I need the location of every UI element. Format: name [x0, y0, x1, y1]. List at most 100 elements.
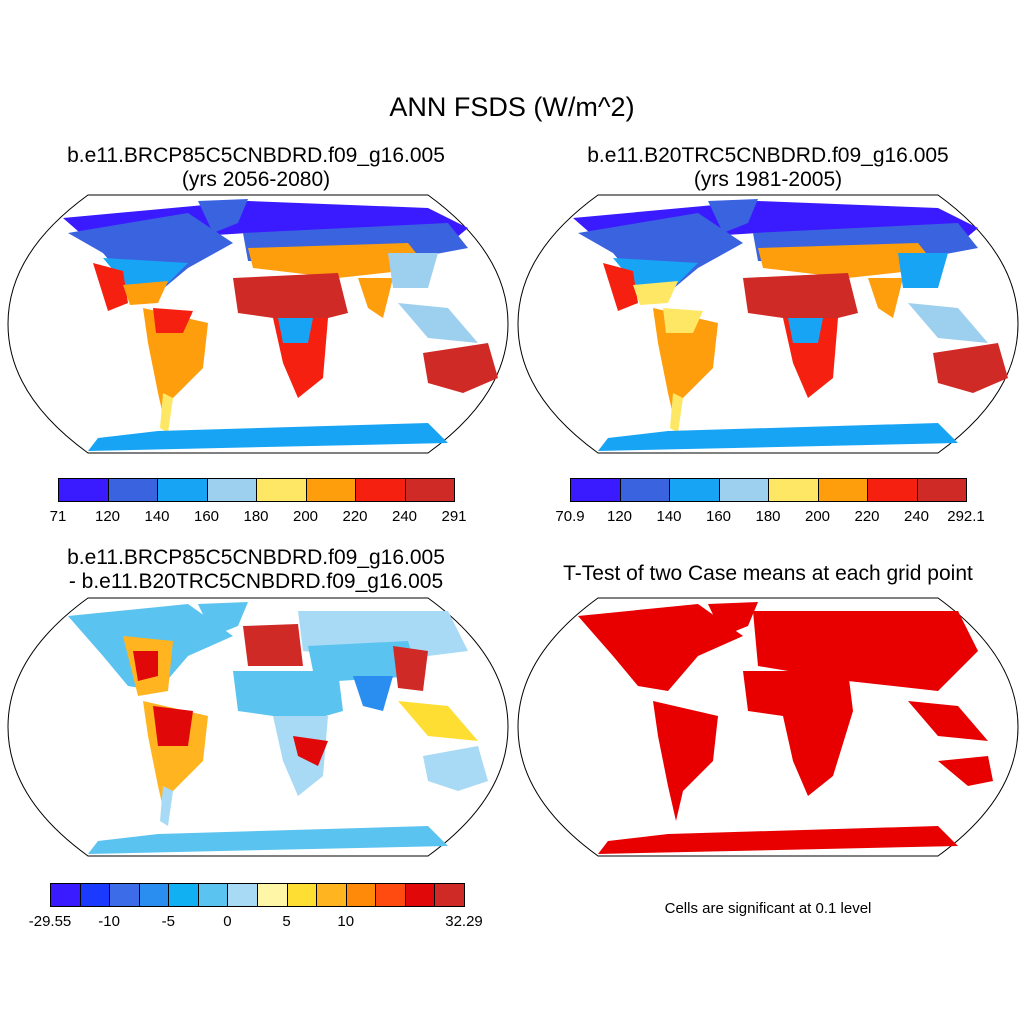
ttest-title: T-Test of two Case means at each grid po…	[563, 562, 973, 585]
colorbar-box	[916, 478, 967, 502]
colorbar-label: 0	[223, 913, 232, 930]
south-america	[143, 308, 208, 428]
colorbar-label: 160	[193, 508, 220, 525]
africa-center	[788, 318, 823, 343]
colorbar-label: 180	[243, 508, 269, 525]
diff-line2: - b.e11.B20TRC5CNBDRD.f09_g16.005	[68, 570, 444, 593]
diff-colorbar: -29.55 -10 -5 0 5 10 32.29	[29, 883, 483, 933]
se-asia	[398, 303, 478, 343]
se-asia-significant	[908, 701, 988, 741]
india	[353, 676, 393, 711]
colorbar-box	[138, 883, 170, 907]
greenland-significant	[708, 602, 758, 636]
colorbar-label: 292.1	[947, 508, 985, 525]
colorbar-label: 140	[656, 508, 682, 525]
australia-significant	[938, 756, 993, 786]
colorbar-box	[375, 883, 406, 907]
colorbar-box	[157, 478, 208, 502]
eurasia-mid	[758, 243, 938, 278]
colorbar-label: 200	[292, 508, 319, 525]
north-america-significant	[578, 604, 743, 691]
china	[393, 646, 428, 691]
south-america-tip	[160, 393, 173, 433]
south-america	[653, 308, 718, 428]
case1-colorbar: 71 120 140 160 180 200 220 240 291	[50, 478, 467, 528]
case1-name: b.e11.BRCP85C5CNBDRD.f09_g16.005	[67, 144, 445, 167]
north-america	[578, 213, 743, 293]
colorbar-box	[718, 478, 769, 502]
colorbar-label: 220	[342, 508, 368, 525]
antarctica	[598, 423, 958, 451]
north-america	[68, 213, 233, 293]
colorbar-label: 120	[606, 508, 633, 525]
case1-title: b.e11.BRCP85C5CNBDRD.f09_g16.005 (yrs 20…	[16, 144, 496, 192]
colorbar-label: 140	[144, 508, 170, 525]
colorbar-box	[197, 883, 229, 907]
antarctica-significant	[598, 826, 958, 854]
us-band	[633, 281, 678, 305]
se-asia	[908, 303, 988, 343]
diff-title: b.e11.BRCP85C5CNBDRD.f09_g16.005 - b.e11…	[16, 546, 496, 594]
colorbar-label: 120	[94, 508, 121, 525]
colorbar-label: 220	[854, 508, 880, 525]
south-america-tip	[670, 393, 683, 433]
colorbar-label: 200	[804, 508, 831, 525]
greenland	[198, 199, 248, 233]
africa-significant	[743, 671, 853, 796]
case1-years: (yrs 2056-2080)	[181, 168, 331, 191]
case2-years: (yrs 1981-2005)	[693, 168, 843, 191]
africa-east	[293, 736, 328, 766]
colorbar-label: -29.55	[28, 913, 72, 930]
case2-title: b.e11.B20TRC5CNBDRD.f09_g16.005 (yrs 198…	[528, 144, 1008, 192]
africa-center	[278, 318, 313, 343]
colorbar-label: 240	[391, 508, 418, 525]
australia	[933, 343, 1008, 393]
significance-note: Cells are significant at 0.1 level	[664, 900, 872, 917]
colorbar-box	[404, 478, 455, 502]
australia	[423, 343, 498, 393]
colorbar-box	[434, 883, 465, 907]
us-east	[133, 651, 158, 681]
colorbar-label: 5	[282, 913, 291, 930]
eurasia-mid	[248, 243, 428, 278]
south-america-north	[663, 308, 703, 333]
colorbar-box	[669, 478, 720, 502]
south-america-tip	[160, 786, 173, 826]
colorbar-box	[58, 478, 109, 502]
north-america-south	[603, 263, 638, 311]
colorbar-box	[305, 478, 356, 502]
amazon	[153, 706, 193, 746]
asia-east	[388, 253, 438, 288]
figure-title: ANN FSDS (W/m^2)	[389, 92, 635, 122]
south-america-significant	[653, 701, 718, 821]
colorbar-box	[404, 883, 436, 907]
colorbar-label: -5	[161, 913, 175, 930]
case2-map	[517, 194, 1019, 454]
greenland	[198, 602, 248, 636]
sahara	[233, 273, 348, 323]
antarctica	[88, 826, 448, 854]
south-america-north	[153, 308, 193, 333]
colorbar-label: 160	[705, 508, 732, 525]
north-america-south	[93, 263, 128, 311]
colorbar-box	[107, 478, 158, 502]
sahara	[743, 273, 858, 323]
colorbar-box	[867, 478, 918, 502]
colorbar-box	[168, 883, 199, 907]
india	[358, 278, 393, 318]
colorbar-label: 32.29	[445, 913, 483, 930]
colorbar-label: 70.9	[555, 508, 585, 525]
greenland	[708, 199, 758, 233]
colorbar-label: 240	[903, 508, 930, 525]
india	[868, 278, 903, 318]
colorbar-box	[619, 478, 670, 502]
colorbar-box	[570, 478, 621, 502]
colorbar-box	[206, 478, 257, 502]
colorbar-box	[286, 883, 318, 907]
colorbar-box	[256, 478, 307, 502]
colorbar-box	[345, 883, 377, 907]
diff-map	[7, 597, 509, 857]
colorbar-label: 10	[337, 913, 355, 930]
case2-name: b.e11.B20TRC5CNBDRD.f09_g16.005	[587, 144, 949, 167]
colorbar-box	[227, 883, 258, 907]
